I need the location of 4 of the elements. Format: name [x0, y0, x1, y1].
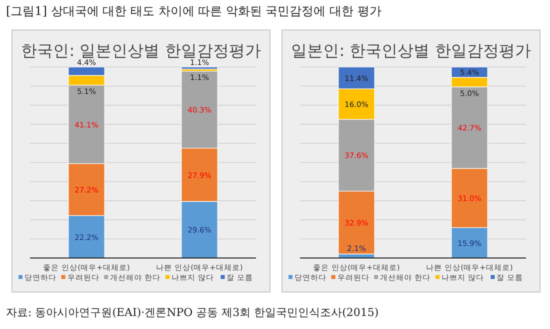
chart-title: 한국인: 일본인상별 한일감정평가 — [21, 41, 261, 60]
text: 자료: 동아시아연구원(EAI)·겐론NPO 공동 제3회 한일국민인식조사(2015) — [6, 306, 379, 319]
text: [그림1] 상대국에 대한 태도 차이에 따른 악화된 국민감정에 대한 평가 — [6, 4, 382, 18]
chart-title: 일본인: 한국인상별 한일감정평가 — [291, 41, 531, 60]
